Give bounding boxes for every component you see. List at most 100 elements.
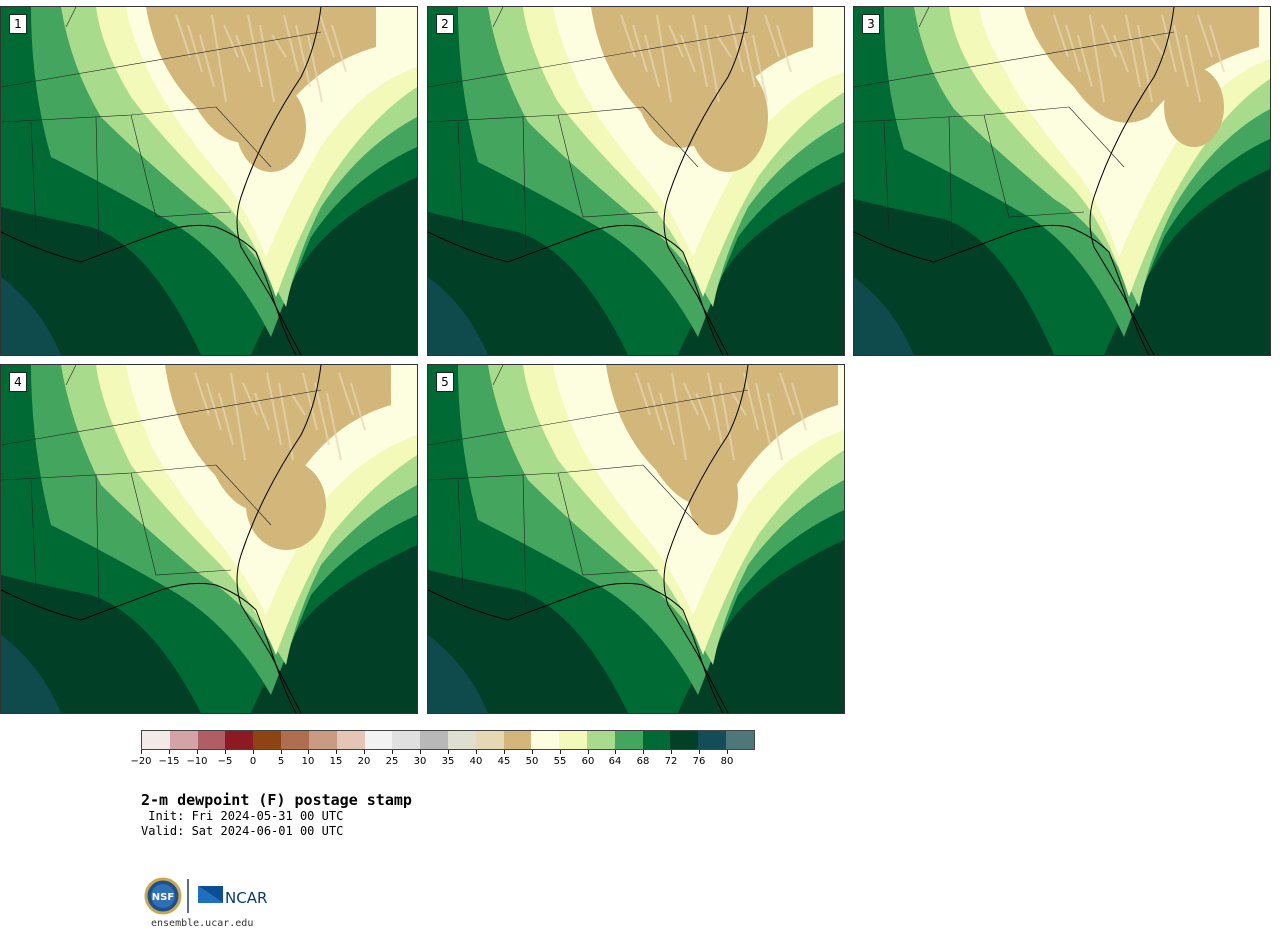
colorbar-swatch [364,731,393,749]
colorbar-tick-label: 15 [329,756,343,767]
colorbar-swatch [142,731,170,749]
state-border [95,474,100,606]
ncar-logo: NCAR [198,886,267,907]
colorbar-swatch [587,731,615,749]
colorbar-tick-label: 45 [497,756,511,767]
colorbar-swatch [225,731,254,749]
colorbar-swatch [475,731,504,749]
colorbar-tick-label: −5 [217,756,233,767]
stamp-panel-2: 2 [427,6,845,356]
dry-air-blob [1164,67,1224,147]
website-url: ensemble.ucar.edu [151,918,254,929]
colorbar-swatch [670,731,699,749]
dry-streak [776,24,792,73]
colorbar-tick [615,750,616,754]
init-time: Init: Fri 2024-05-31 00 UTC [141,809,344,823]
colorbar-tick [197,750,198,754]
dry-streak [1065,24,1081,73]
colorbar-tick [448,750,449,754]
dry-streak [683,382,699,416]
colorbar-tick [504,750,505,754]
colorbar-swatch [169,731,198,749]
colorbar-tick [643,750,644,754]
dry-streak [656,14,672,103]
colorbar-tick-label: −15 [158,756,180,767]
state-border [983,114,1085,218]
dry-streak [1113,34,1129,73]
colorbar-tick [671,750,672,754]
dry-streak [755,382,771,446]
member-label: 1 [9,14,27,34]
dry-streak [175,14,191,58]
colorbar-swatch [253,731,282,749]
dry-streak [668,24,684,58]
dry-streak [731,392,747,416]
dry-air-blob [688,62,768,172]
dry-streak [278,382,294,461]
member-label: 5 [436,372,454,392]
dry-streak [319,14,335,58]
dry-streak [338,372,354,416]
dry-streak [1209,24,1225,73]
state-border [95,116,100,248]
colorbar-tick-label: 35 [441,756,455,767]
state-border [854,31,1175,88]
dry-streak [218,392,234,446]
colorbar-tick-label: 68 [636,756,650,767]
colorbar-tick-label: 60 [581,756,595,767]
colorbar-tick [727,750,728,754]
dry-streak [671,372,687,461]
dry-streak [266,372,282,446]
colorbar-tick [169,750,170,754]
state-border [65,365,77,386]
state-border [130,114,232,218]
valid-time: Valid: Sat 2024-06-01 00 UTC [141,824,344,838]
state-border [65,7,77,28]
colorbar-tick [336,750,337,754]
colorbar-tick [308,750,309,754]
colorbar-swatch [503,731,532,749]
dewpoint-map [428,7,844,355]
atlantic-coastline [663,365,749,713]
dry-streak [326,392,342,461]
dry-streak [187,24,203,73]
state-border [428,389,749,446]
deep-ocean [1,277,61,355]
colorbar-swatch [420,731,448,749]
dry-streak [791,382,807,431]
member-label: 4 [9,372,27,392]
dry-streak [1161,14,1177,73]
colorbar-tick [699,750,700,754]
state-border [30,479,37,591]
colorbar-tick-label: 80 [720,756,734,767]
colorbar-tick [560,750,561,754]
dry-air-region [606,365,838,506]
ncar-logo-text: NCAR [225,889,267,907]
colorbar-tick [141,750,142,754]
colorbar-tick-label: 20 [357,756,371,767]
colorbar-tick [420,750,421,754]
colorbar-tick-label: 25 [385,756,399,767]
colorbar-swatch [392,731,421,749]
member-label: 2 [436,14,454,34]
dry-streak [259,24,275,103]
dry-streak [307,34,323,103]
dry-streak [692,14,708,88]
state-border [215,106,272,168]
colorbar-tick-label: −10 [186,756,208,767]
colorbar-tick [588,750,589,754]
state-border [1,31,322,88]
figure-title: 2-m dewpoint (F) postage stamp [141,791,412,809]
colorbar-tick [281,750,282,754]
dry-streak [644,34,660,88]
colorbar-tick-label: −20 [130,756,152,767]
dry-streak [350,382,366,431]
dry-streak [1173,24,1189,88]
dry-streak [302,372,318,431]
dry-streak [1197,14,1213,58]
dry-streak [1125,14,1141,88]
dry-streak [1149,34,1165,58]
colorbar-swatch [614,731,643,749]
colorbar-swatch [281,731,309,749]
state-border [948,116,953,248]
